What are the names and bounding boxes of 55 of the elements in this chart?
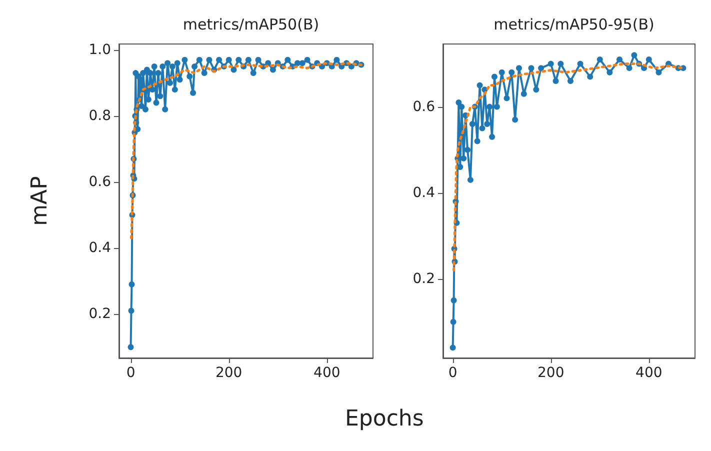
chart-title: metrics/mAP50(B) bbox=[182, 16, 320, 34]
point bbox=[533, 86, 540, 93]
point bbox=[450, 297, 457, 304]
x-tick-label: 0 bbox=[448, 365, 458, 381]
point bbox=[474, 138, 480, 144]
point bbox=[528, 65, 534, 72]
y-tick-label: 0.2 bbox=[412, 270, 435, 287]
point bbox=[558, 60, 564, 67]
point bbox=[504, 95, 510, 102]
x-axis-title: Epochs bbox=[345, 406, 424, 432]
y-tick-label: 0.2 bbox=[88, 306, 111, 322]
point bbox=[491, 74, 498, 80]
point bbox=[494, 104, 500, 110]
point bbox=[631, 52, 638, 58]
x-tick-label: 400 bbox=[314, 365, 340, 381]
y-tick-label: 0.4 bbox=[88, 240, 112, 256]
point bbox=[616, 56, 622, 62]
point bbox=[450, 318, 456, 325]
point bbox=[538, 65, 544, 72]
point bbox=[489, 134, 496, 140]
y-tick-label: 0.8 bbox=[88, 108, 111, 124]
y-tick-label: 0.4 bbox=[412, 184, 436, 201]
point bbox=[520, 90, 527, 97]
point bbox=[516, 65, 522, 72]
point bbox=[450, 344, 456, 351]
point bbox=[469, 121, 476, 128]
point bbox=[656, 69, 662, 76]
y-tick-label: 1.0 bbox=[88, 42, 111, 58]
point bbox=[596, 56, 603, 62]
point bbox=[464, 146, 471, 153]
point bbox=[479, 125, 486, 132]
x-tick-label: 0 bbox=[126, 365, 136, 381]
y-axis-title: mAP bbox=[28, 176, 52, 226]
point bbox=[626, 65, 632, 72]
point bbox=[456, 100, 462, 106]
point bbox=[467, 176, 474, 183]
point bbox=[548, 60, 554, 67]
point bbox=[587, 74, 594, 80]
point bbox=[646, 56, 652, 62]
point bbox=[476, 82, 483, 88]
x-tick-label: 400 bbox=[636, 365, 662, 381]
point bbox=[460, 155, 467, 162]
chart-title: metrics/mAP50-95(B) bbox=[494, 16, 654, 34]
y-tick-label: 0.6 bbox=[88, 174, 112, 190]
point bbox=[606, 69, 613, 76]
x-tick-label: 200 bbox=[537, 365, 564, 381]
point bbox=[567, 78, 574, 84]
point bbox=[486, 104, 493, 110]
point bbox=[498, 69, 505, 76]
point bbox=[577, 60, 584, 67]
x-tick-label: 200 bbox=[215, 365, 242, 381]
point bbox=[508, 69, 515, 76]
point bbox=[512, 116, 518, 123]
point bbox=[484, 121, 490, 128]
y-tick-label: 0.6 bbox=[412, 98, 436, 115]
